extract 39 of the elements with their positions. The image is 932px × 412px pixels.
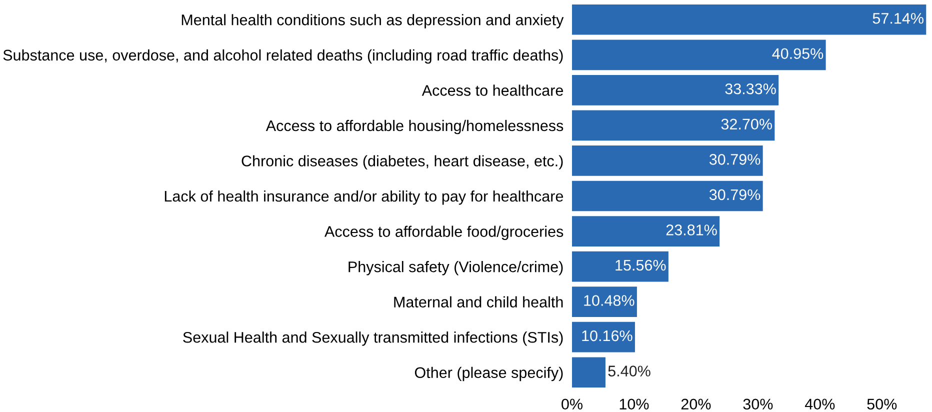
y-tick-label: Mental health conditions such as depression and anxiety (182, 14, 564, 28)
data-label: 32.70% (721, 118, 772, 130)
x-tick-label: 30% (743, 398, 773, 410)
bar (572, 75, 779, 106)
data-label: 10.48% (584, 295, 634, 306)
data-label: 10.16% (582, 330, 632, 342)
bar (572, 357, 606, 388)
data-label: 15.56% (616, 260, 666, 271)
bar (572, 40, 826, 70)
y-tick-label: Substance use, overdose, and alcohol related deaths (including road traffic deaths) (3, 49, 563, 64)
data-label: 30.79% (709, 154, 760, 165)
bar (572, 4, 926, 35)
data-label: 57.14% (872, 12, 924, 24)
data-label: 30.79% (709, 189, 760, 200)
bar (572, 216, 720, 246)
data-label: 33.33% (725, 83, 776, 94)
bar (572, 180, 763, 212)
bar (572, 251, 668, 282)
data-label: 5.40% (608, 366, 650, 376)
bar (572, 322, 635, 352)
y-tick-label: Access to healthcare (422, 84, 563, 96)
data-label: 23.81% (666, 224, 717, 236)
x-tick-label: 20% (681, 398, 711, 410)
y-tick-label: Other (please specify) (414, 366, 563, 382)
x-tick-label: 50% (867, 398, 897, 410)
y-tick-label: Access to affordable housing/homelessness (266, 120, 564, 134)
x-tick-label: 0% (562, 398, 582, 410)
y-tick-label: Maternal and child health (394, 296, 563, 308)
x-tick-label: 40% (804, 398, 835, 410)
bar (572, 146, 763, 176)
y-tick-label: Chronic diseases (diabetes, heart disease, etc.) (242, 155, 563, 170)
bar (572, 286, 637, 317)
y-tick-label: Sexual Health and Sexually transmitted infections (STIs) (183, 332, 563, 346)
y-tick-label: Access to affordable food/groceries (324, 226, 564, 240)
data-label: 40.95% (772, 48, 824, 60)
bar (572, 110, 775, 141)
x-tick-label: 10% (620, 398, 649, 410)
y-tick-label: Physical safety (Violence/crime) (348, 261, 563, 276)
y-tick-label: Lack of health insurance and/or ability to pay for healthcare (164, 190, 564, 205)
